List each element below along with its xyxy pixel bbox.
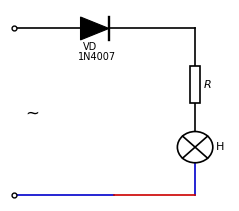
Bar [190, 66, 200, 103]
Text: VD: VD [83, 42, 97, 52]
Text: ~: ~ [25, 105, 39, 123]
Polygon shape [81, 17, 109, 40]
Text: H: H [216, 142, 225, 152]
Circle shape [177, 131, 213, 163]
Text: 1N4007: 1N4007 [78, 52, 116, 62]
Text: R: R [204, 80, 211, 90]
